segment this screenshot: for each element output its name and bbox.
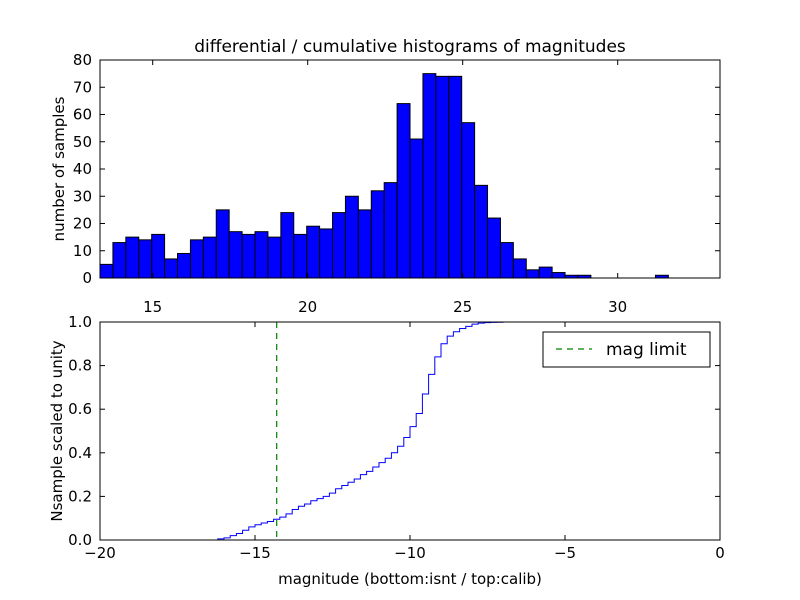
histogram-bar: [177, 252, 191, 279]
y-tick-label: 70: [73, 78, 92, 96]
histogram-bar: [164, 258, 179, 279]
histogram-bar: [383, 182, 398, 279]
histogram-bar: [215, 209, 230, 279]
x-tick-label: −15: [239, 544, 271, 562]
cumulative-lines: [100, 321, 721, 541]
histogram-bar: [474, 184, 489, 279]
histogram-bar: [448, 75, 463, 279]
y-tick-label: 40: [73, 160, 92, 178]
histogram-bar: [551, 272, 566, 279]
histogram-bar: [332, 212, 346, 279]
chart-title: differential / cumulative histograms of …: [194, 37, 626, 57]
histogram-bar: [293, 233, 308, 279]
histogram-bar: [319, 228, 334, 279]
y-tick-label: 0.0: [68, 531, 92, 549]
histogram-bar: [422, 73, 437, 279]
histogram-bar: [202, 236, 217, 279]
histogram-bar: [267, 236, 282, 279]
histogram-bar: [125, 236, 140, 279]
x-tick-label: 30: [608, 298, 627, 316]
y-tick-label: 1.0: [68, 313, 92, 331]
histogram-bar: [370, 190, 385, 279]
y-tick-label: 20: [73, 215, 92, 233]
histogram-bar: [280, 212, 295, 279]
histogram-bar: [435, 75, 450, 279]
histogram-bar: [228, 231, 243, 279]
y-tick-label: 0: [82, 269, 92, 287]
histogram-bar: [538, 266, 553, 279]
x-tick-label: −10: [394, 544, 426, 562]
histogram-bar: [499, 242, 514, 279]
histogram-bar: [512, 258, 527, 279]
y-tick-label: 30: [73, 187, 92, 205]
y-tick-label: 50: [73, 133, 92, 151]
x-tick-label: 20: [298, 298, 317, 316]
histogram-bar: [357, 209, 372, 279]
histogram-bar: [344, 195, 359, 279]
histogram-bar: [112, 242, 127, 279]
bottom-plot-frame: [99, 321, 721, 541]
histogram-bar: [189, 239, 204, 279]
histogram-bars: [99, 73, 669, 279]
y-tick-label: 0.6: [68, 400, 92, 418]
legend: mag limit: [542, 331, 711, 368]
histogram-bar: [487, 217, 501, 279]
y-tick-label: 0.8: [68, 357, 92, 375]
bottom-x-axis-label: magnitude (bottom:isnt / top:calib): [278, 570, 542, 588]
y-tick-label: 0.2: [68, 487, 92, 505]
top-plot-frame: [99, 59, 721, 279]
y-tick-label: 0.4: [68, 444, 92, 462]
top-axis-ticks: 15 20 25 30 0 10 20 30 40 50 60 70 80: [73, 51, 720, 316]
histogram-bar: [138, 239, 153, 279]
histogram-bar: [241, 233, 256, 279]
x-tick-label: −20: [84, 544, 116, 562]
x-tick-label: 0: [715, 544, 725, 562]
top-y-axis-label: number of samples: [50, 96, 68, 241]
bottom-y-axis-label: Nsample scaled to unity: [48, 340, 66, 521]
histogram-bar: [409, 138, 424, 279]
differential-histogram-panel: differential / cumulative histograms of …: [50, 37, 721, 316]
y-tick-label: 10: [73, 242, 92, 260]
histogram-bar: [396, 103, 411, 279]
x-tick-label: −5: [554, 544, 576, 562]
cumulative-step-line: [100, 321, 721, 541]
histogram-bar: [254, 231, 269, 279]
histogram-bar: [461, 122, 476, 279]
legend-label-mag-limit: mag limit: [606, 340, 687, 360]
y-tick-label: 80: [73, 51, 92, 69]
histogram-bar: [306, 225, 321, 279]
bottom-axis-ticks: −20 −15 −10 −5 0 0.0 0.2 0.4 0.6 0.8 1.0: [68, 313, 725, 562]
histogram-bar: [525, 269, 540, 279]
histogram-bar: [99, 263, 114, 279]
histogram-bar: [151, 233, 166, 279]
x-tick-label: 25: [453, 298, 472, 316]
cumulative-histogram-panel: −20 −15 −10 −5 0 0.0 0.2 0.4 0.6 0.8 1.0 magnitude…: [48, 313, 725, 588]
y-tick-label: 60: [73, 106, 92, 124]
x-tick-label: 15: [143, 298, 162, 316]
